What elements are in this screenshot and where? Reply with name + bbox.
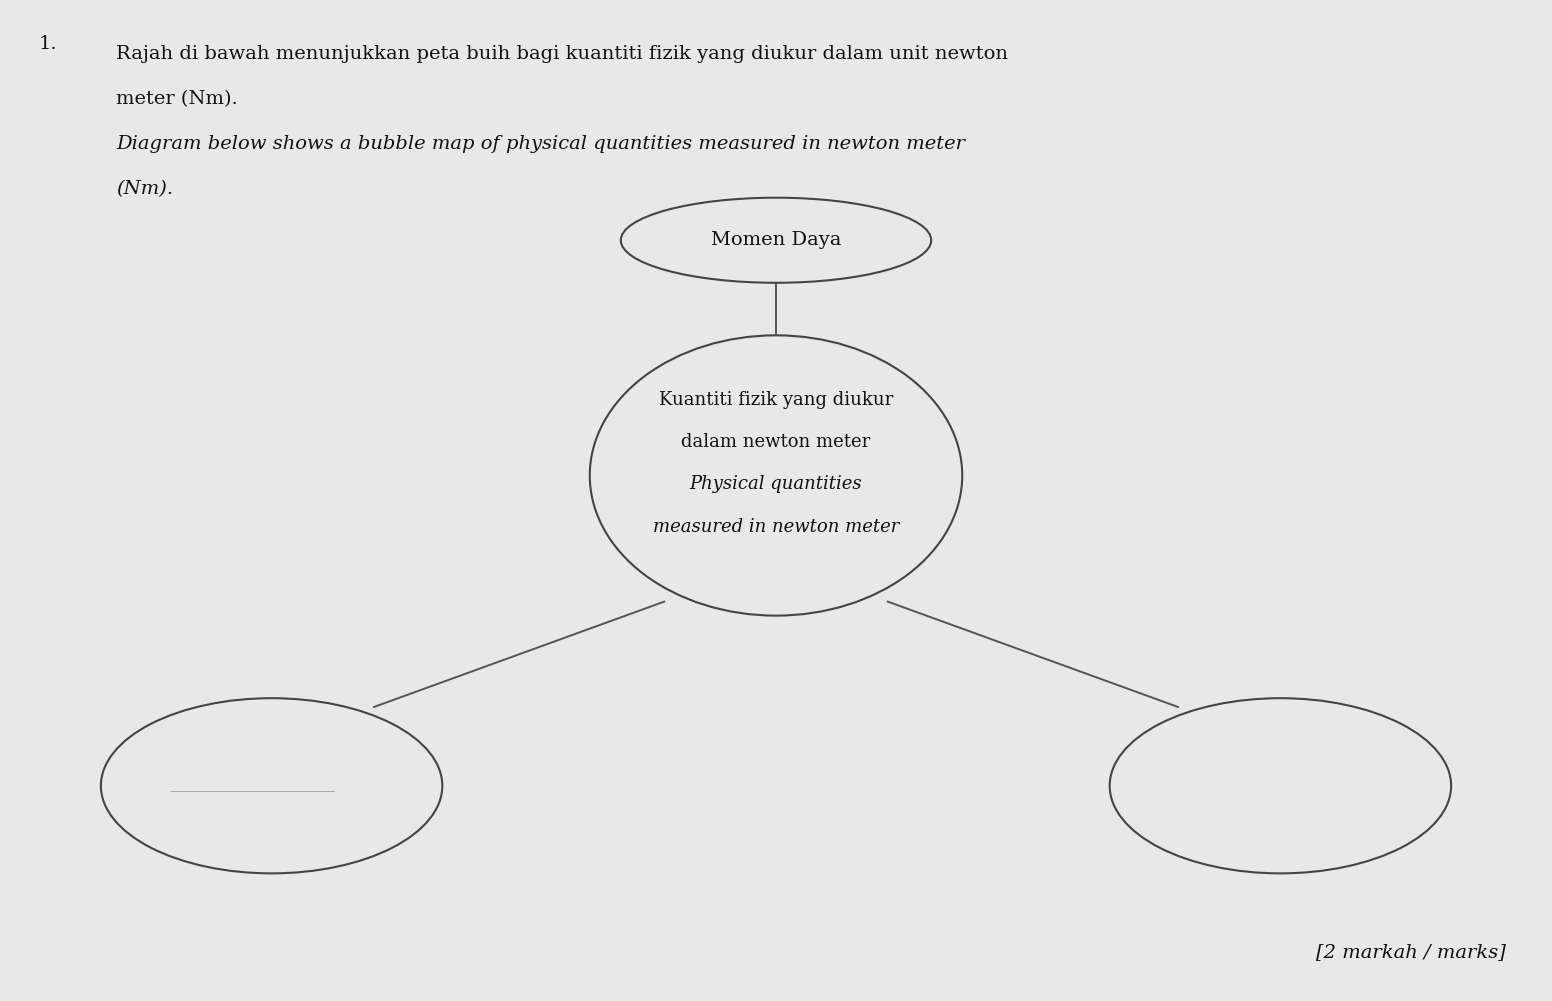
Text: Physical quantities: Physical quantities (689, 475, 863, 493)
Ellipse shape (101, 699, 442, 873)
Text: meter (Nm).: meter (Nm). (116, 90, 237, 108)
Text: [2 markah / marks]: [2 markah / marks] (1316, 943, 1505, 961)
Text: Kuantiti fizik yang diukur: Kuantiti fizik yang diukur (660, 391, 892, 409)
Ellipse shape (590, 335, 962, 616)
Text: Diagram below shows a bubble map of physical quantities measured in newton meter: Diagram below shows a bubble map of phys… (116, 135, 965, 153)
Text: Rajah di bawah menunjukkan peta buih bagi kuantiti fizik yang diukur dalam unit : Rajah di bawah menunjukkan peta buih bag… (116, 45, 1009, 63)
Text: (Nm).: (Nm). (116, 180, 174, 198)
Text: Momen Daya: Momen Daya (711, 231, 841, 249)
Ellipse shape (621, 198, 931, 282)
Text: 1.: 1. (39, 35, 57, 53)
Ellipse shape (1110, 699, 1451, 873)
Text: measured in newton meter: measured in newton meter (653, 518, 899, 536)
Text: dalam newton meter: dalam newton meter (681, 433, 871, 451)
